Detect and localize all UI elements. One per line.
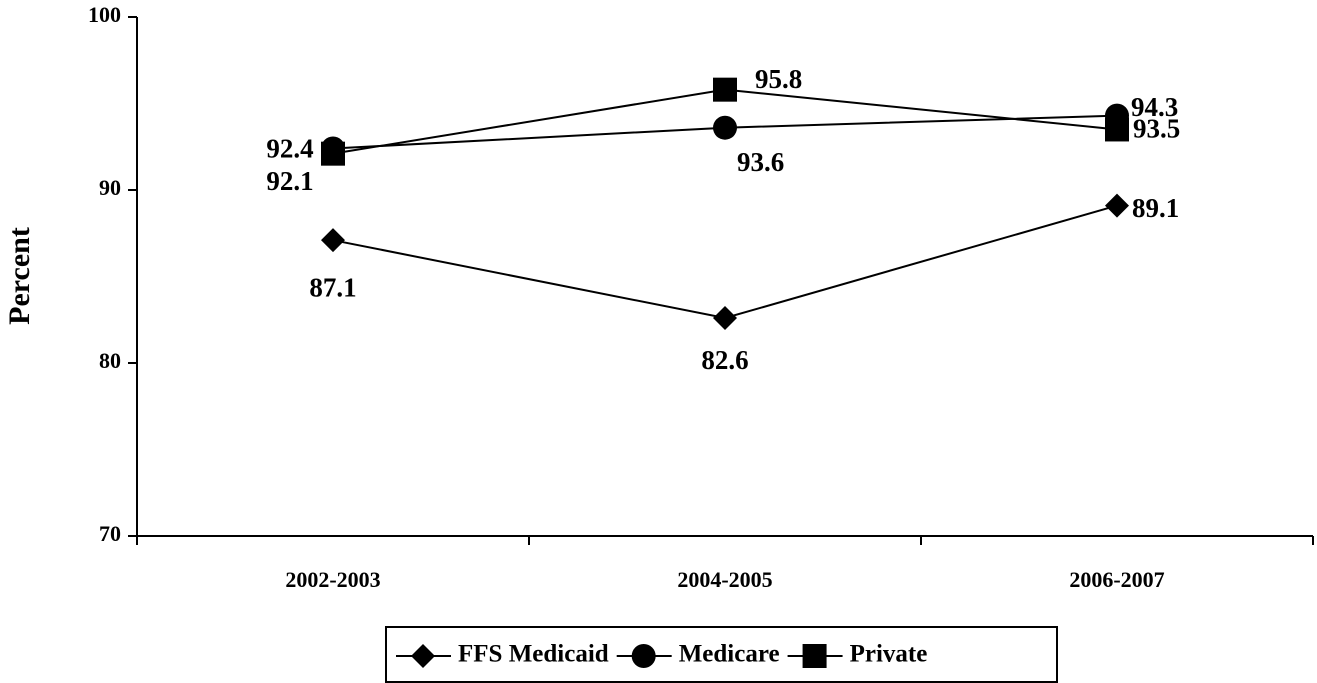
data-label: 93.6 [737,147,784,177]
y-tick-label: 80 [99,348,121,373]
data-point [1105,193,1129,218]
legend-marker [631,644,656,668]
legend-label: FFS Medicaid [458,641,609,668]
legend-label: Medicare [679,641,780,668]
y-axis-label: Percent [3,227,36,325]
legend-box [385,626,1058,683]
y-tick-label: 100 [88,2,121,27]
data-point [713,306,737,331]
data-point [713,115,737,140]
x-tick-label: 2006-2007 [1069,567,1164,592]
data-point [713,77,737,102]
y-tick-label: 70 [99,521,121,546]
data-point [321,228,345,253]
data-label: 93.5 [1133,114,1180,144]
data-label: 94.3 [1131,92,1178,122]
y-tick-label: 90 [99,175,121,200]
data-point [1105,117,1129,142]
legend-label: Private [850,641,928,668]
data-label: 92.4 [266,134,313,164]
data-point [321,141,345,166]
data-label: 92.1 [266,166,313,196]
x-tick-label: 2004-2005 [677,567,772,592]
legend-marker [802,644,827,668]
data-label: 82.6 [701,345,748,375]
series-line [332,204,1118,320]
x-tick-label: 2002-2003 [285,567,380,592]
data-label: 89.1 [1132,193,1179,223]
data-label: 95.8 [755,64,802,94]
data-label: 87.1 [309,272,356,302]
legend-marker [411,644,435,668]
